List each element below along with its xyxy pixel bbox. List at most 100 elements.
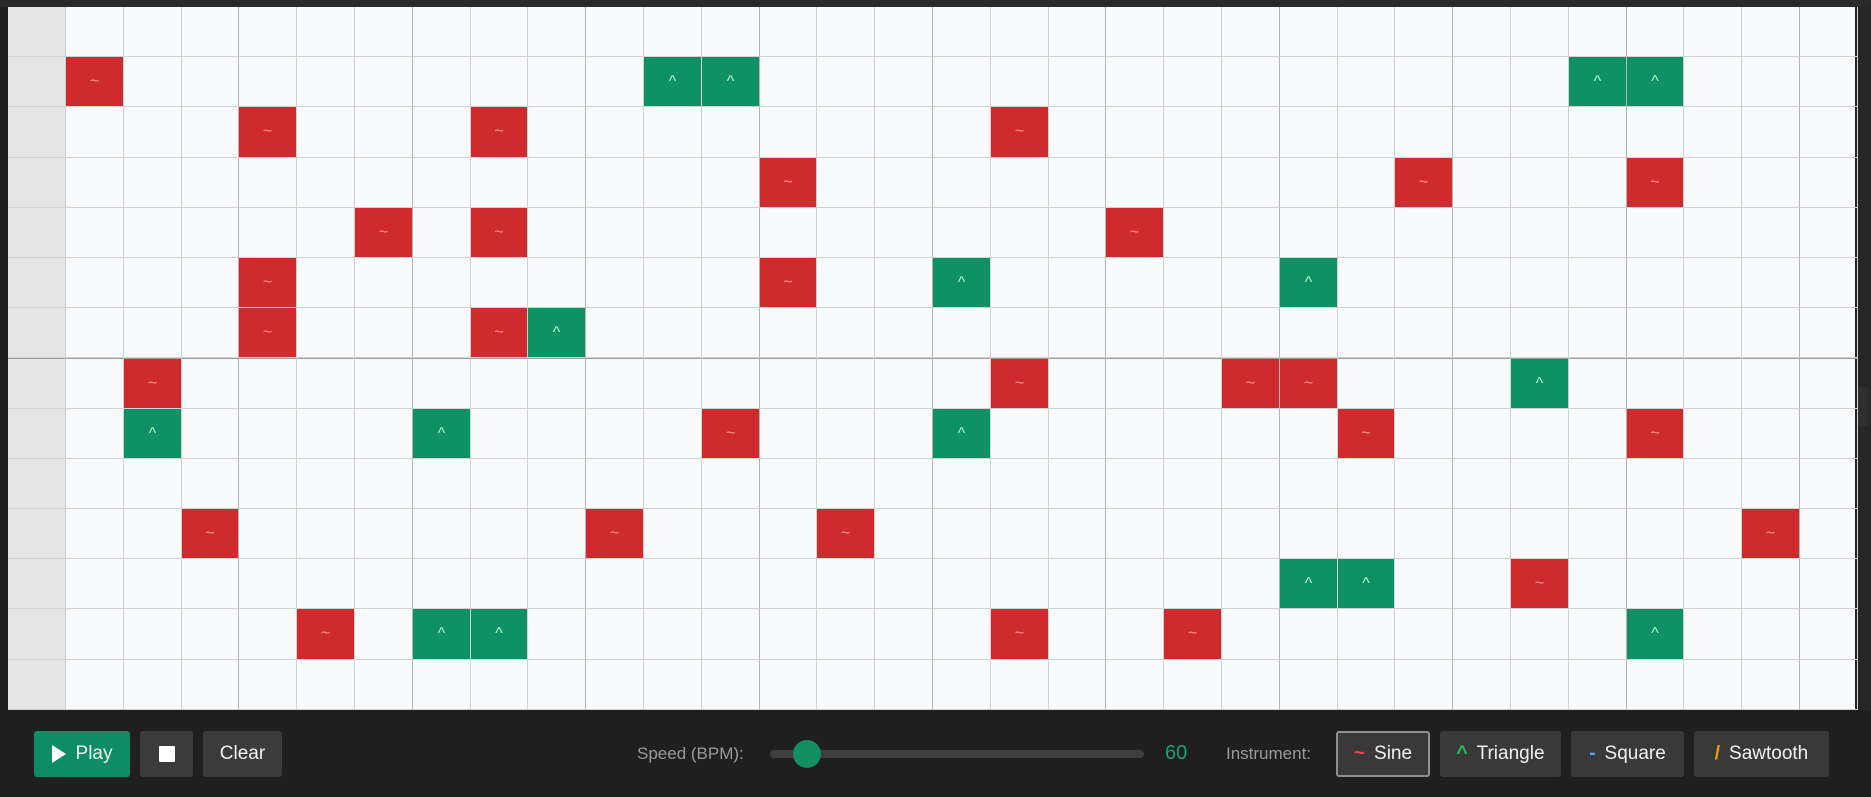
grid-cell[interactable]	[702, 459, 760, 509]
grid-cell[interactable]	[1742, 57, 1800, 107]
grid-cell[interactable]	[991, 660, 1049, 710]
grid-cell[interactable]	[297, 57, 355, 107]
grid-cell[interactable]	[644, 107, 702, 158]
grid-cell[interactable]	[1569, 208, 1627, 258]
grid-cell[interactable]	[182, 308, 239, 358]
grid-cell-sine[interactable]: ~	[1222, 358, 1280, 409]
grid-cell[interactable]	[182, 107, 239, 158]
grid-cell[interactable]	[124, 609, 182, 660]
grid-cell[interactable]	[297, 7, 355, 57]
grid-cell-triangle[interactable]: ^	[471, 609, 528, 660]
grid-cell[interactable]	[933, 660, 991, 710]
grid-cell[interactable]	[933, 107, 991, 158]
grid-cell[interactable]	[1511, 308, 1569, 358]
grid-cell[interactable]	[586, 409, 644, 459]
grid-cell[interactable]	[1395, 660, 1453, 710]
instrument-button-sawtooth[interactable]: / Sawtooth	[1694, 731, 1829, 777]
grid-cell[interactable]	[1453, 158, 1511, 208]
grid-cell[interactable]	[1338, 609, 1395, 660]
grid-cell[interactable]	[182, 57, 239, 107]
grid-cell[interactable]	[1511, 57, 1569, 107]
grid-cell[interactable]	[528, 208, 586, 258]
grid-cell[interactable]	[528, 107, 586, 158]
grid-cell[interactable]	[1569, 107, 1627, 158]
grid-cell-sine[interactable]: ~	[471, 208, 528, 258]
grid-cell[interactable]	[1395, 409, 1453, 459]
grid-cell[interactable]	[702, 7, 760, 57]
grid-cell[interactable]	[1627, 509, 1684, 559]
grid-cell[interactable]	[1627, 208, 1684, 258]
grid-cell[interactable]	[297, 459, 355, 509]
grid-cell[interactable]	[1049, 409, 1106, 459]
grid-cell[interactable]	[124, 158, 182, 208]
grid-cell[interactable]	[182, 559, 239, 609]
grid-cell[interactable]	[1395, 358, 1453, 409]
grid-cell[interactable]	[875, 609, 933, 660]
grid-cell[interactable]	[124, 258, 182, 308]
grid-cell[interactable]	[1742, 358, 1800, 409]
grid-cell[interactable]	[1106, 509, 1164, 559]
grid-cell[interactable]	[1338, 7, 1395, 57]
grid-cell[interactable]	[817, 158, 875, 208]
grid-cell[interactable]	[66, 258, 124, 308]
grid-cell[interactable]	[644, 158, 702, 208]
grid-cell[interactable]	[1164, 57, 1222, 107]
grid-cell[interactable]	[413, 107, 471, 158]
grid-cell[interactable]	[875, 158, 933, 208]
grid-cell-triangle[interactable]: ^	[1280, 258, 1338, 308]
grid-cell[interactable]	[1800, 7, 1858, 57]
grid-cell[interactable]	[817, 308, 875, 358]
grid-cell[interactable]	[1222, 258, 1280, 308]
grid-cell[interactable]	[297, 409, 355, 459]
grid-cell[interactable]	[1164, 660, 1222, 710]
grid-cell[interactable]	[1569, 509, 1627, 559]
grid-cell[interactable]	[644, 258, 702, 308]
grid-cell[interactable]	[702, 358, 760, 409]
grid-cell[interactable]	[1742, 158, 1800, 208]
grid-cell[interactable]	[528, 660, 586, 710]
grid-cell[interactable]	[1511, 509, 1569, 559]
grid-cell[interactable]	[760, 559, 817, 609]
grid-cell[interactable]	[1453, 660, 1511, 710]
grid-cell[interactable]	[182, 609, 239, 660]
grid-cell-sine[interactable]: ~	[1627, 158, 1684, 208]
grid-cell-sine[interactable]: ~	[1742, 509, 1800, 559]
grid-cell[interactable]	[1453, 57, 1511, 107]
grid-cell[interactable]	[760, 208, 817, 258]
grid-cell[interactable]	[586, 7, 644, 57]
grid-cell[interactable]	[1049, 609, 1106, 660]
grid-cell-sine[interactable]: ~	[182, 509, 239, 559]
grid-cell[interactable]	[586, 459, 644, 509]
grid-cell[interactable]	[528, 409, 586, 459]
grid-cell[interactable]	[1684, 660, 1742, 710]
grid-cell-triangle[interactable]: ^	[1338, 559, 1395, 609]
grid-cell[interactable]	[1511, 609, 1569, 660]
grid-cell[interactable]	[817, 358, 875, 409]
grid-cell[interactable]	[1453, 208, 1511, 258]
grid-cell-sine[interactable]: ~	[1106, 208, 1164, 258]
grid-cell[interactable]	[1742, 308, 1800, 358]
grid-cell[interactable]	[355, 459, 413, 509]
grid-cell[interactable]	[1338, 358, 1395, 409]
grid-cell[interactable]	[933, 7, 991, 57]
grid-cell[interactable]	[1106, 308, 1164, 358]
grid-cell[interactable]	[1106, 158, 1164, 208]
grid-cell-sine[interactable]: ~	[1511, 559, 1569, 609]
grid-cell[interactable]	[1627, 308, 1684, 358]
grid-cell[interactable]	[991, 308, 1049, 358]
grid-cell[interactable]	[875, 409, 933, 459]
grid-cell[interactable]	[1684, 208, 1742, 258]
grid-cell[interactable]	[1511, 409, 1569, 459]
grid-cell[interactable]	[66, 409, 124, 459]
grid-cell[interactable]	[182, 358, 239, 409]
grid-cell[interactable]	[1395, 609, 1453, 660]
grid-cell[interactable]	[1106, 358, 1164, 409]
grid-cell[interactable]	[586, 609, 644, 660]
grid-cell[interactable]	[413, 358, 471, 409]
grid-cell[interactable]	[817, 258, 875, 308]
grid-cell[interactable]	[1049, 7, 1106, 57]
grid-cell[interactable]	[760, 409, 817, 459]
grid-cell[interactable]	[1164, 409, 1222, 459]
grid-cell[interactable]	[875, 208, 933, 258]
grid-cell[interactable]	[182, 459, 239, 509]
